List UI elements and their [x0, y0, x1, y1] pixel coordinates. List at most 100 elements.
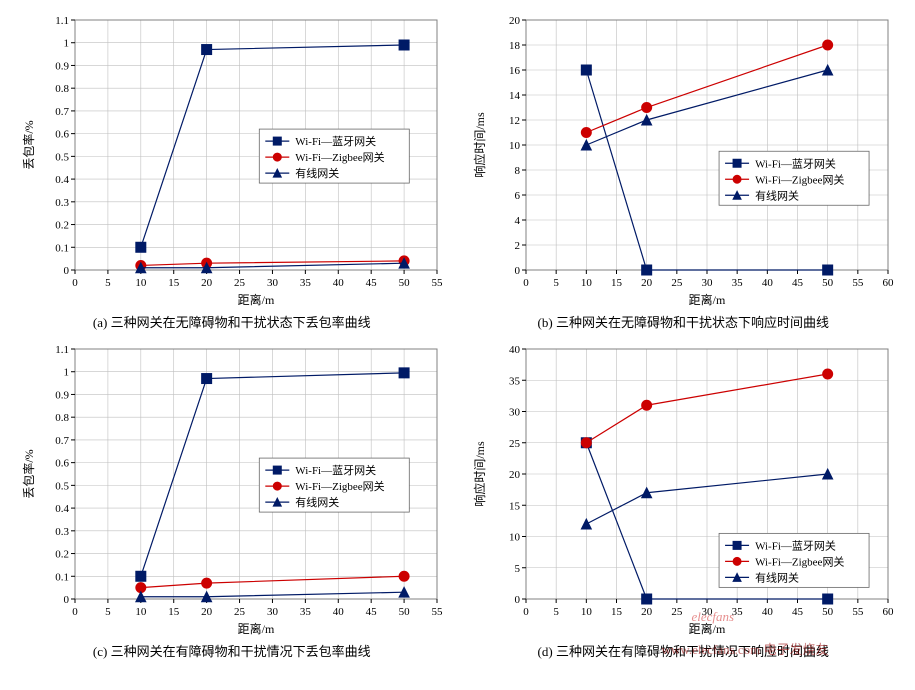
caption-a: (a) 三种网关在无障碍物和干扰状态下丢包率曲线 — [93, 312, 371, 331]
svg-text:50: 50 — [822, 606, 834, 618]
svg-text:20: 20 — [201, 277, 213, 289]
svg-text:5: 5 — [515, 563, 521, 575]
svg-text:丢包率/%: 丢包率/% — [21, 120, 36, 169]
svg-text:5: 5 — [554, 606, 560, 618]
svg-text:0: 0 — [515, 265, 521, 277]
svg-text:25: 25 — [672, 277, 684, 289]
svg-text:1: 1 — [63, 38, 69, 50]
svg-text:16: 16 — [509, 65, 521, 77]
svg-text:18: 18 — [509, 40, 521, 52]
svg-text:Wi-Fi—Zigbee网关: Wi-Fi—Zigbee网关 — [295, 479, 384, 493]
svg-text:0: 0 — [524, 606, 530, 618]
svg-text:15: 15 — [168, 277, 180, 289]
svg-text:1.1: 1.1 — [55, 344, 69, 356]
svg-text:有线网关: 有线网关 — [295, 166, 339, 180]
svg-text:30: 30 — [702, 606, 714, 618]
svg-text:10: 10 — [581, 277, 593, 289]
svg-text:45: 45 — [365, 277, 377, 289]
svg-text:0.8: 0.8 — [55, 412, 69, 424]
svg-text:0.4: 0.4 — [55, 503, 69, 515]
svg-text:14: 14 — [509, 90, 521, 102]
svg-text:距离/m: 距离/m — [237, 621, 274, 636]
svg-text:Wi-Fi—蓝牙网关: Wi-Fi—蓝牙网关 — [295, 463, 376, 477]
svg-text:40: 40 — [762, 606, 774, 618]
svg-text:30: 30 — [267, 277, 279, 289]
svg-text:60: 60 — [883, 606, 895, 618]
svg-text:30: 30 — [509, 407, 521, 419]
svg-text:0: 0 — [515, 594, 521, 606]
svg-text:35: 35 — [509, 375, 521, 387]
caption-b: (b) 三种网关在无障碍物和干扰状态下响应时间曲线 — [538, 312, 829, 331]
svg-text:8: 8 — [515, 165, 521, 177]
svg-text:0.1: 0.1 — [55, 571, 69, 583]
svg-text:10: 10 — [581, 606, 593, 618]
svg-text:4: 4 — [515, 215, 521, 227]
svg-text:0.3: 0.3 — [55, 197, 69, 209]
chart-grid: 051015202530354045505500.10.20.30.40.50.… — [10, 10, 905, 660]
svg-text:30: 30 — [267, 606, 279, 618]
svg-text:0: 0 — [524, 277, 530, 289]
svg-text:1: 1 — [63, 367, 69, 379]
svg-text:0.1: 0.1 — [55, 242, 69, 254]
svg-text:20: 20 — [641, 277, 653, 289]
svg-text:10: 10 — [135, 606, 147, 618]
svg-text:50: 50 — [398, 277, 410, 289]
panel-a: 051015202530354045505500.10.20.30.40.50.… — [10, 10, 454, 331]
svg-text:有线网关: 有线网关 — [755, 188, 799, 202]
svg-text:0: 0 — [63, 265, 69, 277]
svg-text:10: 10 — [135, 277, 147, 289]
svg-text:20: 20 — [509, 15, 521, 27]
caption-c: (c) 三种网关在有障碍物和干扰情况下丢包率曲线 — [93, 641, 371, 660]
svg-text:40: 40 — [333, 606, 345, 618]
svg-text:35: 35 — [300, 606, 312, 618]
svg-text:Wi-Fi—Zigbee网关: Wi-Fi—Zigbee网关 — [755, 554, 844, 568]
svg-text:40: 40 — [333, 277, 345, 289]
panel-c: 051015202530354045505500.10.20.30.40.50.… — [10, 339, 454, 660]
svg-text:0.8: 0.8 — [55, 83, 69, 95]
svg-text:20: 20 — [641, 606, 653, 618]
svg-text:0.6: 0.6 — [55, 458, 69, 470]
svg-text:1.1: 1.1 — [55, 15, 69, 27]
svg-text:55: 55 — [853, 277, 865, 289]
svg-text:25: 25 — [672, 606, 684, 618]
svg-text:0.5: 0.5 — [55, 480, 69, 492]
svg-text:有线网关: 有线网关 — [755, 570, 799, 584]
svg-text:0: 0 — [72, 277, 78, 289]
svg-text:15: 15 — [611, 277, 623, 289]
svg-text:6: 6 — [515, 190, 521, 202]
svg-text:5: 5 — [554, 277, 560, 289]
svg-text:0.2: 0.2 — [55, 220, 69, 232]
svg-text:0: 0 — [72, 606, 78, 618]
svg-text:55: 55 — [431, 606, 443, 618]
chart-a: 051015202530354045505500.10.20.30.40.50.… — [17, 10, 447, 310]
svg-text:35: 35 — [732, 606, 744, 618]
svg-text:10: 10 — [509, 532, 521, 544]
svg-text:20: 20 — [201, 606, 213, 618]
svg-text:40: 40 — [509, 344, 521, 356]
svg-text:55: 55 — [853, 606, 865, 618]
svg-text:5: 5 — [105, 606, 111, 618]
svg-text:10: 10 — [509, 140, 521, 152]
svg-text:40: 40 — [762, 277, 774, 289]
svg-text:0.7: 0.7 — [55, 435, 69, 447]
svg-text:距离/m: 距离/m — [689, 621, 726, 636]
svg-text:60: 60 — [883, 277, 895, 289]
svg-text:25: 25 — [234, 606, 246, 618]
svg-text:15: 15 — [611, 606, 623, 618]
svg-text:15: 15 — [509, 500, 521, 512]
svg-text:25: 25 — [509, 438, 521, 450]
svg-text:丢包率/%: 丢包率/% — [21, 449, 36, 498]
svg-text:Wi-Fi—蓝牙网关: Wi-Fi—蓝牙网关 — [295, 134, 376, 148]
svg-text:Wi-Fi—蓝牙网关: Wi-Fi—蓝牙网关 — [755, 156, 836, 170]
svg-text:距离/m: 距离/m — [237, 292, 274, 307]
svg-text:Wi-Fi—Zigbee网关: Wi-Fi—Zigbee网关 — [295, 150, 384, 164]
svg-text:20: 20 — [509, 469, 521, 481]
chart-c: 051015202530354045505500.10.20.30.40.50.… — [17, 339, 447, 639]
chart-d: 0 5 10 15 20 25 30 35 40 45 50 55 60 0 5 10 15 20 25 30 35 40… — [468, 339, 898, 639]
svg-text:45: 45 — [792, 277, 804, 289]
svg-text:35: 35 — [300, 277, 312, 289]
svg-text:响应时间/ms: 响应时间/ms — [472, 112, 487, 178]
svg-text:25: 25 — [234, 277, 246, 289]
svg-text:45: 45 — [792, 606, 804, 618]
svg-text:0.9: 0.9 — [55, 60, 69, 72]
